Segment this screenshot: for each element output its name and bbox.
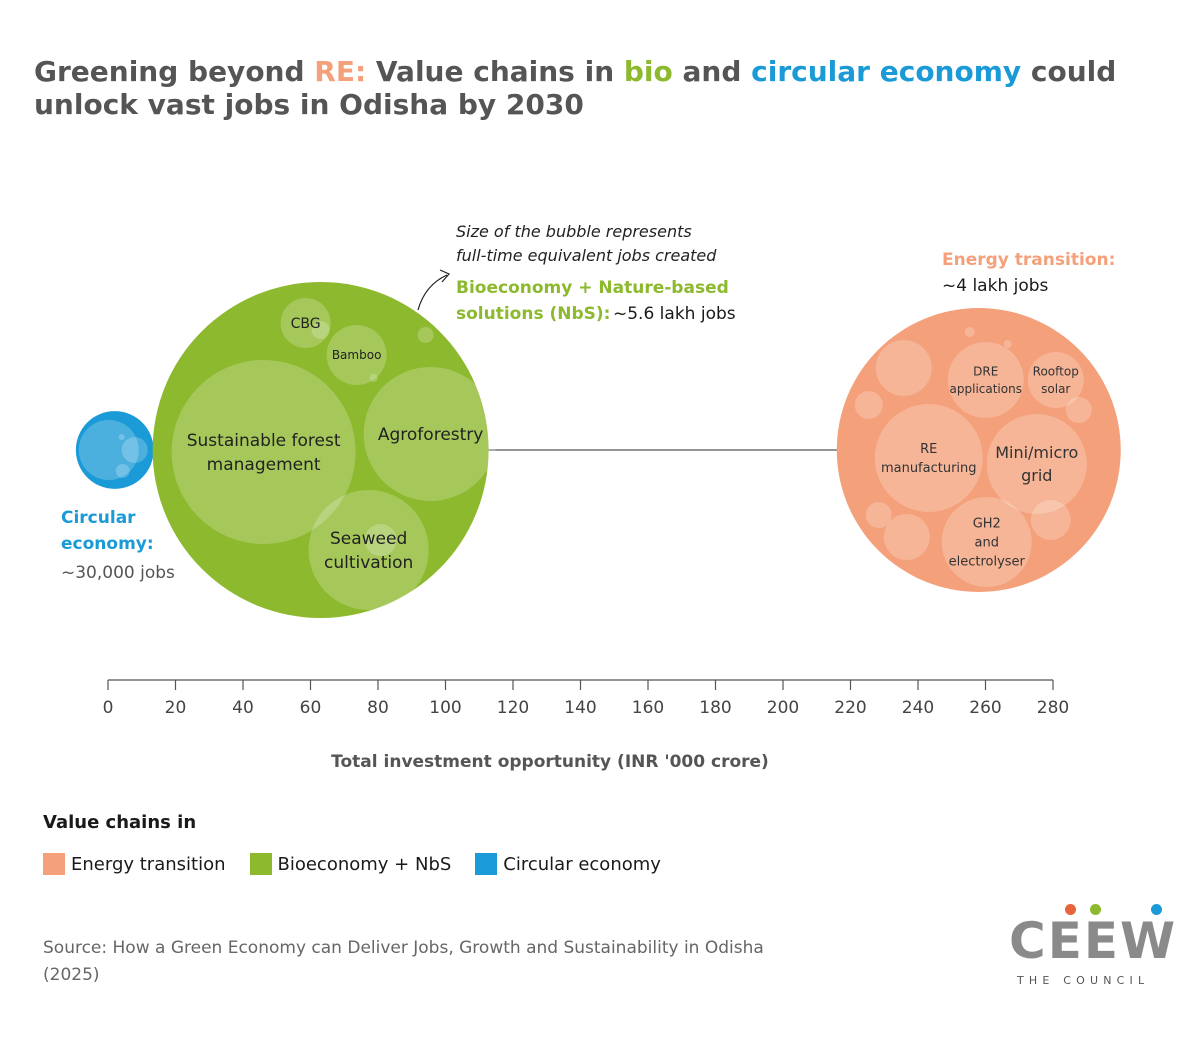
inner-bubble (121, 437, 148, 463)
sub-bubble-energy (986, 414, 1087, 514)
inner-bubble (964, 327, 975, 337)
x-tick-label: 60 (300, 698, 322, 718)
inner-bubble (1003, 340, 1012, 348)
sub-bubble-energy (1027, 352, 1084, 408)
legend-label: Energy transition (71, 853, 226, 875)
inner-bubble (115, 464, 130, 478)
x-tick-label: 280 (1037, 698, 1069, 718)
logo-dot-orange (1065, 904, 1076, 915)
ceew-logo: CEEW THE COUNCIL (1005, 900, 1175, 995)
legend-label: Circular economy (503, 853, 661, 875)
inner-bubble (364, 524, 397, 556)
sub-bubble-label: Agroforestry (378, 425, 483, 445)
sub-bubble-label: Seaweed cultivation (324, 529, 413, 573)
x-tick-label: 220 (834, 698, 866, 718)
source-note: Source: How a Green Economy can Deliver … (43, 938, 764, 985)
sub-bubble-label: Sustainable forest management (187, 431, 341, 475)
x-tick-label: 260 (969, 698, 1001, 718)
inner-bubble (78, 420, 139, 480)
inner-bubble (118, 434, 125, 440)
bubble-chart: Sustainable forest management Agroforestry… (61, 222, 1121, 772)
sub-bubble-label: DRE applications (950, 365, 1022, 396)
x-tick-label: 240 (902, 698, 934, 718)
inner-bubble (883, 514, 930, 560)
legend: Energy transition Bioeconomy + NbS Circula… (43, 853, 661, 875)
sub-bubble-bio (326, 325, 387, 385)
bioeconomy-jobs: ~5.6 lakh jobs (613, 304, 736, 324)
x-tick-label: 180 (699, 698, 731, 718)
inner-bubble (854, 391, 883, 419)
x-tick-label: 80 (367, 698, 389, 718)
size-annotation: Size of the bubble represents full-time e… (456, 222, 717, 265)
logo-dot-blue (1151, 904, 1162, 915)
annotation-arrow (417, 274, 448, 311)
chart-title: Greening beyond RE: Value chains in bio … (34, 55, 1154, 121)
x-tick-label: 0 (103, 698, 114, 718)
logo-dot-green (1090, 904, 1101, 915)
logo-wordmark: CEEW (1009, 912, 1178, 970)
title-part-6: could unlock vast jobs in Odisha by 2030 (34, 55, 1117, 121)
inner-bubble (417, 327, 434, 343)
sub-bubble-label: RE manufacturing (881, 442, 977, 476)
annotation-arrowhead (439, 269, 450, 283)
x-tick-label: 140 (564, 698, 596, 718)
bioeconomy-label: Bioeconomy + Nature-based solutions (NbS)… (456, 278, 729, 324)
bubble-energy-transition (836, 308, 1121, 592)
sub-bubble-bio (363, 367, 498, 501)
legend-swatch (43, 853, 65, 875)
sub-bubble-bio (308, 490, 429, 610)
title-part-4: and (672, 55, 752, 88)
sub-bubble-bio (280, 298, 331, 348)
sub-bubble-label: Rooftop solar (1033, 365, 1079, 396)
bubble-bioeconomy (152, 282, 489, 618)
legend-item: Energy transition (43, 853, 226, 875)
legend-title: Value chains in (43, 812, 197, 833)
logo-tagline: THE COUNCIL (1017, 974, 1150, 987)
sub-bubble-label: Mini/micro grid (995, 443, 1078, 485)
inner-bubble (478, 324, 495, 340)
legend-swatch (475, 853, 498, 875)
energy-transition-jobs: ~4 lakh jobs (942, 276, 1049, 296)
legend-label: Bioeconomy + NbS (277, 853, 452, 875)
legend-item: Bioeconomy + NbS (249, 853, 452, 875)
x-tick-label: 20 (165, 698, 187, 718)
sub-bubble-label: CBG (291, 316, 321, 332)
sub-bubble-label: GH2 and electrolyser (949, 517, 1026, 570)
x-tick-label: 200 (767, 698, 799, 718)
sub-bubble-energy (941, 497, 1032, 587)
legend-item: Circular economy (475, 853, 661, 875)
sub-bubble-energy (874, 404, 983, 512)
inner-bubble (865, 502, 892, 528)
x-tick-label: 120 (497, 698, 529, 718)
title-part-5: circular economy (751, 55, 1022, 88)
title-part-1: RE: (314, 55, 367, 88)
sub-bubble-label: Bamboo (332, 348, 382, 362)
x-tick-label: 100 (429, 698, 461, 718)
energy-transition-label: Energy transition: (942, 250, 1115, 270)
title-part-3: bio (623, 55, 673, 88)
legend-swatch (249, 853, 272, 875)
sub-bubble-bio (171, 360, 356, 544)
circular-economy-label: Circular economy: (61, 508, 154, 554)
inner-bubble (369, 374, 378, 382)
bubble-circular-economy (75, 411, 154, 489)
x-tick-label: 40 (232, 698, 254, 718)
inner-bubble (1065, 397, 1092, 423)
inner-bubble (875, 340, 932, 396)
x-axis-label: Total investment opportunity (INR '000 c… (331, 752, 769, 772)
x-tick-label: 160 (632, 698, 664, 718)
inner-bubble (1030, 500, 1071, 540)
inner-bubble (311, 321, 330, 339)
circular-economy-jobs: ~30,000 jobs (61, 563, 175, 583)
title-part-2: Value chains in (366, 55, 624, 88)
title-part-0: Greening beyond (34, 55, 315, 88)
sub-bubble-energy (947, 342, 1024, 418)
